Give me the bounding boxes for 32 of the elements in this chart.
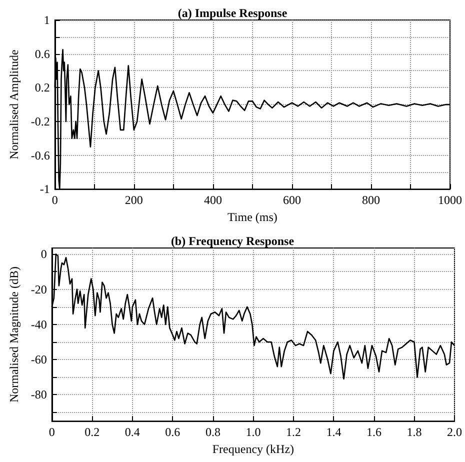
chart-title: (a) Impulse Response (178, 6, 288, 20)
x-tick-label: 600 (282, 193, 301, 208)
y-tick-label: 0 (40, 247, 47, 262)
x-tick-label: 200 (124, 193, 143, 208)
x-tick-label: 1.8 (406, 425, 422, 440)
x-axis-title: Frequency (kHz) (212, 442, 294, 456)
y-tick-label: 0.6 (34, 46, 50, 61)
x-tick-label: 0.6 (165, 425, 180, 440)
x-tick-label: 800 (362, 193, 380, 208)
y-axis-title: Normalised Magnitude (dB) (7, 266, 21, 403)
x-tick-label: 1000 (438, 193, 462, 208)
x-tick-label: 0.2 (84, 425, 100, 440)
y-tick-label: -1 (40, 182, 50, 196)
x-tick-label: 0.4 (124, 425, 140, 440)
y-tick-label: -20 (30, 282, 47, 296)
x-tick-label: 1.6 (366, 425, 382, 440)
y-tick-label: 1 (44, 13, 50, 27)
y-tick-label: 0.2 (34, 80, 50, 95)
x-tick-label: 1.0 (246, 425, 261, 440)
x-tick-label: 400 (204, 193, 222, 208)
y-tick-label: -40 (30, 317, 47, 332)
x-tick-label: 2.0 (447, 425, 462, 440)
y-axis-title: Normalised Amplitude (7, 50, 21, 160)
y-tick-label: -60 (30, 352, 47, 367)
y-tick-label: -80 (30, 388, 47, 402)
x-tick-label: 1.2 (286, 425, 301, 440)
chart-title: (b) Frequency Response (170, 234, 295, 248)
x-tick-label: 0.8 (205, 425, 220, 440)
y-tick-label: -0.6 (30, 148, 50, 162)
x-axis-title: Time (ms) (227, 210, 278, 224)
y-tick-label: -0.2 (30, 114, 50, 128)
x-tick-label: 1.4 (326, 425, 342, 440)
